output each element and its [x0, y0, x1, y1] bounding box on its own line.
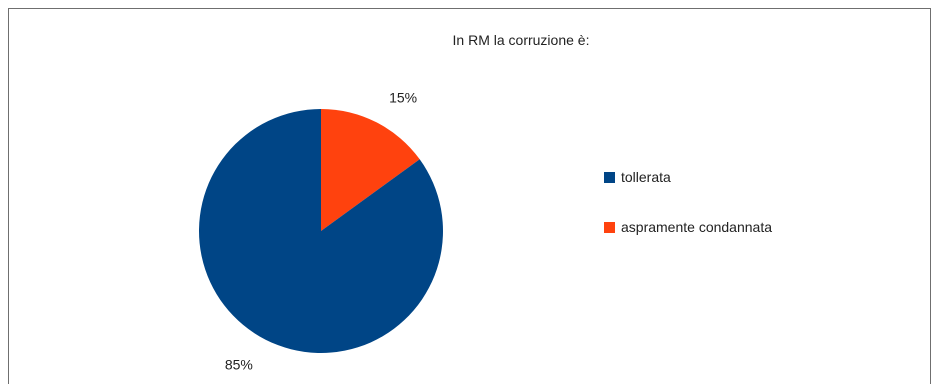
pie-slices: [198, 109, 443, 353]
legend-swatch-aspramente-condannata: [604, 222, 615, 233]
legend: tollerata aspramente condannata: [604, 169, 772, 235]
pie-slice-aspramente-condannata: [321, 109, 420, 231]
data-label-aspramente-condannata: 15%: [389, 89, 417, 105]
data-label-tollerata: 85%: [225, 357, 253, 373]
chart-frame: [8, 8, 931, 384]
pie-data-labels: 15% 85%: [225, 89, 417, 372]
legend-label-aspramente-condannata: aspramente condannata: [621, 219, 772, 235]
legend-label-tollerata: tollerata: [621, 169, 671, 185]
chart-title: In RM la corruzione è:: [453, 32, 590, 48]
legend-swatch-tollerata: [604, 172, 615, 183]
pie-slice-tollerata: [198, 109, 443, 353]
